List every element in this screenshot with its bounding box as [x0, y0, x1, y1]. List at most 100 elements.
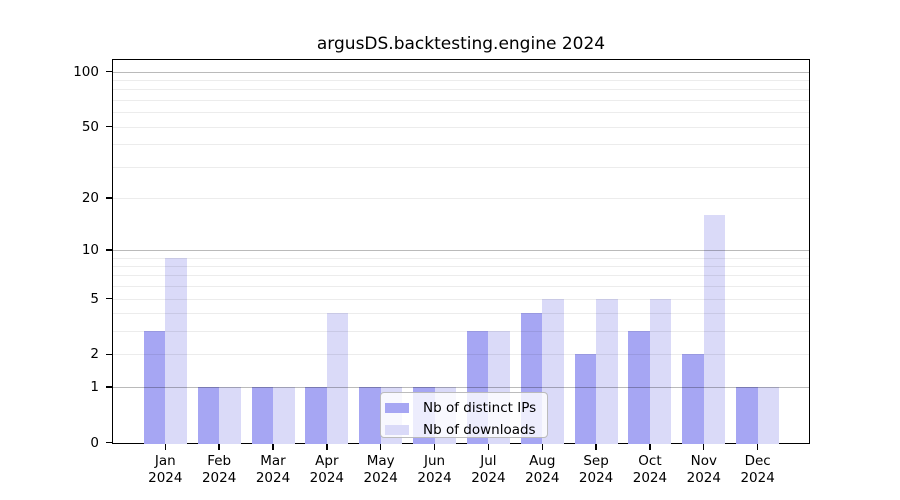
y-axis-tick-label: 0: [90, 434, 99, 451]
y-axis-tick-label: 20: [81, 189, 99, 206]
bar-downloads-jan: [165, 257, 187, 444]
legend-entry-distinct-ips: Nb of distinct IPs: [385, 399, 547, 416]
x-axis-tick: [649, 444, 651, 450]
x-axis-tick: [218, 444, 220, 450]
x-axis-tick: [380, 444, 382, 450]
year-label: 2024: [309, 470, 345, 486]
gridline-major: [113, 249, 809, 251]
month-label: Dec: [744, 453, 771, 469]
month-label: Feb: [207, 453, 232, 469]
gridline-minor: [113, 257, 809, 259]
y-axis-tick-label: 10: [81, 241, 99, 258]
bar-distinct-ips-sep: [574, 354, 597, 444]
month-label: Mar: [260, 453, 286, 469]
year-label: 2024: [578, 470, 614, 486]
month-label: Jun: [424, 453, 446, 469]
gridline-minor: [113, 275, 809, 277]
legend-entry-downloads: Nb of downloads: [385, 421, 547, 438]
x-axis-tick-label: Jun 2024: [403, 453, 467, 487]
bar-downloads-mar: [273, 386, 295, 444]
x-axis-tick: [487, 444, 490, 450]
x-axis-tick: [756, 444, 759, 450]
year-label: 2024: [740, 470, 775, 486]
legend-swatch-distinct-ips: [385, 402, 409, 413]
gridline-minor: [113, 89, 809, 91]
y-axis-tick-label: 1: [90, 378, 99, 395]
y-axis-tick-label: 100: [73, 63, 99, 80]
bar-distinct-ips-nov: [682, 354, 704, 444]
y-axis-tick: [106, 297, 112, 300]
year-label: 2024: [632, 470, 668, 486]
gridline-minor: [113, 313, 809, 315]
y-axis-tick: [106, 197, 112, 199]
y-axis-tick: [106, 353, 112, 355]
gridline-major: [113, 71, 809, 73]
x-axis-tick-label: Dec 2024: [726, 453, 790, 487]
bar-distinct-ips-jan: [143, 331, 166, 444]
bar-downloads-oct: [649, 298, 672, 444]
bar-downloads-feb: [219, 386, 241, 444]
gridline-minor: [113, 80, 809, 82]
gridline-minor: [113, 100, 809, 102]
month-label: May: [366, 453, 395, 469]
year-label: 2024: [686, 470, 721, 486]
y-axis-tick: [106, 125, 112, 128]
gridline-major: [113, 386, 809, 388]
year-label: 2024: [363, 470, 398, 486]
x-axis-tick-label: Aug 2024: [510, 453, 574, 487]
legend-label-distinct-ips: Nb of distinct IPs: [423, 399, 537, 416]
x-axis-tick: [272, 444, 274, 450]
x-axis-tick: [433, 444, 436, 450]
x-axis-tick-label: Mar 2024: [241, 453, 305, 487]
x-axis-tick-label: Jan 2024: [133, 453, 197, 487]
bar-distinct-ips-oct: [628, 331, 650, 444]
month-label: Oct: [638, 453, 662, 469]
gridline-minor: [113, 126, 809, 128]
bar-downloads-sep: [596, 298, 618, 444]
x-axis-tick-label: May 2024: [349, 453, 413, 487]
bar-downloads-apr: [326, 313, 349, 444]
y-axis-tick: [106, 441, 112, 444]
bar-downloads-dec: [757, 386, 780, 444]
x-axis-tick: [703, 444, 705, 450]
x-axis-tick-label: Apr 2024: [295, 453, 359, 487]
x-axis-tick-label: Jul 2024: [456, 453, 520, 487]
x-axis-tick-label: Nov 2024: [672, 453, 736, 487]
gridline-minor: [113, 166, 809, 168]
x-axis-tick: [326, 444, 328, 450]
y-axis-tick-label: 50: [81, 118, 99, 135]
y-axis-tick: [106, 386, 112, 388]
y-axis-tick: [106, 249, 112, 251]
month-label: Jan: [154, 453, 176, 469]
x-axis-tick: [595, 444, 597, 450]
x-axis-tick: [541, 444, 543, 450]
gridline-minor: [113, 265, 809, 267]
month-label: Aug: [529, 453, 556, 469]
year-label: 2024: [201, 470, 237, 486]
x-axis-tick-label: Sep 2024: [564, 453, 628, 487]
bar-distinct-ips-feb: [197, 386, 220, 444]
chart-title: argusDS.backtesting.engine 2024: [316, 34, 606, 54]
bar-distinct-ips-apr: [305, 386, 327, 444]
y-axis-tick-label: 5: [90, 290, 99, 307]
month-label: Sep: [583, 453, 609, 469]
gridline-minor: [113, 354, 809, 356]
y-axis-tick-label: 2: [90, 346, 99, 363]
x-axis-tick-label: Feb 2024: [187, 453, 251, 487]
gridline-minor: [113, 331, 809, 333]
legend-swatch-downloads: [385, 424, 409, 435]
gridline-minor: [113, 112, 809, 114]
bar-distinct-ips-may: [359, 386, 381, 444]
bar-distinct-ips-mar: [251, 386, 273, 444]
month-label: Nov: [690, 453, 717, 469]
legend-label-downloads: Nb of downloads: [423, 421, 536, 438]
x-axis-tick: [164, 444, 166, 450]
gridline-minor: [113, 144, 809, 146]
bar-distinct-ips-dec: [736, 386, 758, 444]
year-label: 2024: [255, 470, 291, 486]
y-axis-tick: [106, 71, 112, 73]
year-label: 2024: [148, 470, 183, 486]
gridline-minor: [113, 286, 809, 288]
x-axis-tick-label: Oct 2024: [618, 453, 682, 487]
